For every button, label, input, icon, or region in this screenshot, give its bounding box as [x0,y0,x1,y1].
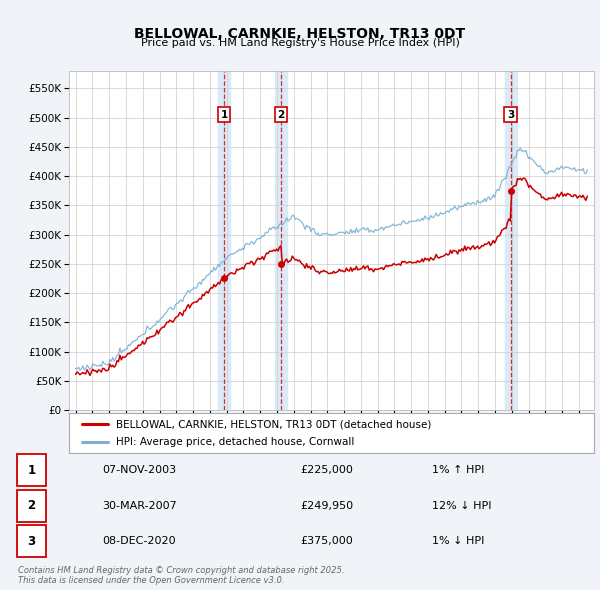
Text: 3: 3 [28,535,35,548]
Text: 30-MAR-2007: 30-MAR-2007 [102,501,177,510]
Text: 1% ↓ HPI: 1% ↓ HPI [432,536,484,546]
Text: BELLOWAL, CARNKIE, HELSTON, TR13 0DT: BELLOWAL, CARNKIE, HELSTON, TR13 0DT [134,27,466,41]
Text: 1: 1 [28,464,35,477]
Text: £249,950: £249,950 [300,501,353,510]
Text: 1: 1 [221,110,228,120]
Bar [218,71,230,410]
Text: 08-DEC-2020: 08-DEC-2020 [102,536,176,546]
Text: £225,000: £225,000 [300,466,353,475]
Text: Price paid vs. HM Land Registry's House Price Index (HPI): Price paid vs. HM Land Registry's House … [140,38,460,48]
Text: 1% ↑ HPI: 1% ↑ HPI [432,466,484,475]
Bar [505,71,517,410]
Text: 07-NOV-2003: 07-NOV-2003 [102,466,176,475]
Text: Contains HM Land Registry data © Crown copyright and database right 2025.
This d: Contains HM Land Registry data © Crown c… [18,566,344,585]
Text: 3: 3 [507,110,514,120]
Text: BELLOWAL, CARNKIE, HELSTON, TR13 0DT (detached house): BELLOWAL, CARNKIE, HELSTON, TR13 0DT (de… [116,419,431,430]
Text: 2: 2 [277,110,284,120]
Text: HPI: Average price, detached house, Cornwall: HPI: Average price, detached house, Corn… [116,437,355,447]
Text: 12% ↓ HPI: 12% ↓ HPI [432,501,491,510]
Text: £375,000: £375,000 [300,536,353,546]
Bar [275,71,287,410]
Text: 2: 2 [28,499,35,512]
